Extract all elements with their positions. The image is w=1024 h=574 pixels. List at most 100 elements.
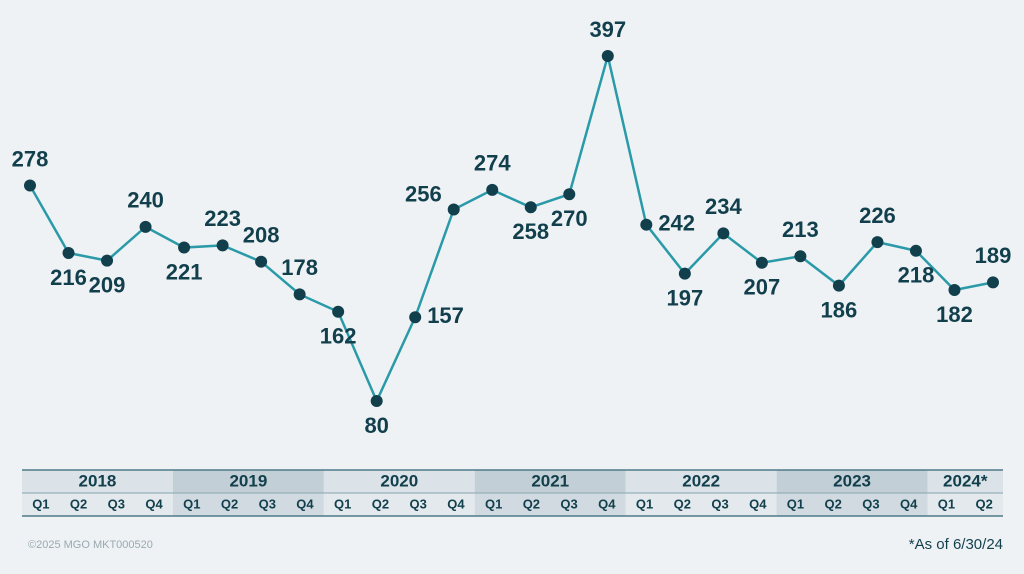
point (139, 220, 152, 233)
data-label: 242 (658, 211, 695, 236)
point (216, 239, 229, 252)
x-tick-label: Q4 (296, 496, 314, 511)
x-tick-label: Q4 (447, 496, 465, 511)
data-label: 197 (666, 285, 703, 310)
data-label: 216 (50, 265, 87, 290)
point (794, 250, 807, 263)
x-tick-label: Q3 (410, 496, 427, 511)
data-label: 213 (782, 217, 819, 242)
year-band (323, 470, 475, 493)
quarter-band (22, 493, 173, 516)
data-label: 223 (204, 206, 241, 231)
point (332, 305, 345, 318)
year-band (22, 470, 173, 493)
point (987, 276, 999, 289)
quarter-band (474, 493, 626, 516)
data-label: 218 (898, 263, 935, 288)
x-tick-label: Q4 (749, 496, 767, 511)
x-tick-label: Q3 (862, 496, 879, 511)
point (178, 241, 191, 254)
data-label: 157 (427, 303, 464, 328)
point (909, 244, 922, 257)
x-tick-label: Q2 (70, 496, 87, 511)
point (524, 201, 537, 214)
data-label: 207 (744, 275, 781, 300)
year-band (625, 470, 777, 493)
point (447, 203, 460, 216)
data-label: 162 (320, 324, 357, 349)
year-band (776, 470, 928, 493)
line (28, 55, 994, 405)
data-label: 208 (243, 223, 280, 248)
data-label: 221 (166, 259, 203, 284)
point (409, 311, 422, 324)
point (755, 256, 768, 269)
point (486, 183, 499, 196)
year-label: 2018 (79, 471, 117, 490)
quarter-band (323, 493, 475, 516)
point (717, 227, 730, 240)
data-label: 234 (705, 194, 742, 219)
x-tick-label: Q1 (32, 496, 49, 511)
x-tick-label: Q4 (145, 496, 163, 511)
data-label: 274 (474, 151, 511, 176)
data-label: 256 (405, 181, 442, 206)
data-label: 226 (859, 203, 896, 228)
data-label: 186 (821, 297, 858, 322)
data-label: 182 (936, 302, 973, 327)
x-tick-label: Q2 (975, 496, 992, 511)
point (832, 279, 845, 292)
year-band (172, 470, 324, 493)
point (101, 254, 114, 267)
quarter-band (927, 493, 1003, 516)
x-tick-label: Q1 (787, 496, 804, 511)
year-label: 2019 (229, 471, 267, 490)
year-label: 2021 (531, 471, 569, 490)
x-tick-label: Q2 (523, 496, 540, 511)
footnote: *As of 6/30/24 (909, 536, 1003, 553)
point (948, 283, 961, 296)
x-tick-label: Q3 (560, 496, 577, 511)
year-band (927, 470, 1003, 493)
x-tick-label: Q2 (372, 496, 389, 511)
x-tick-label: Q1 (485, 496, 502, 511)
point (563, 188, 576, 201)
point (370, 395, 383, 407)
x-tick-label: Q2 (674, 496, 691, 511)
copyright: ©2025 MGO MKT000520 (28, 539, 153, 551)
x-tick-label: Q3 (259, 496, 276, 511)
point (640, 218, 653, 231)
x-tick-label: Q3 (108, 496, 125, 511)
point (678, 267, 691, 280)
year-label: 2020 (380, 471, 418, 490)
year-band (474, 470, 626, 493)
point (255, 255, 268, 268)
data-label: 258 (512, 219, 549, 244)
data-label: 178 (281, 255, 318, 280)
x-tick-label: Q1 (636, 496, 653, 511)
data-label: 189 (975, 243, 1012, 268)
point (871, 236, 884, 249)
data-label: 270 (551, 206, 588, 231)
data-label: 278 (12, 146, 49, 171)
data-label: 397 (589, 17, 626, 42)
x-tick-label: Q2 (825, 496, 842, 511)
point (24, 179, 36, 192)
x-tick-label: Q1 (334, 496, 351, 511)
quarter-band (172, 493, 324, 516)
year-label: 2024* (943, 471, 988, 490)
year-label: 2023 (833, 471, 871, 490)
quarter-band (776, 493, 928, 516)
point (601, 50, 614, 62)
data-label: 240 (127, 188, 164, 213)
year-label: 2022 (682, 471, 720, 490)
x-tick-label: Q3 (711, 496, 728, 511)
x-tick-label: Q1 (938, 496, 955, 511)
quarter-band (625, 493, 777, 516)
data-label: 209 (89, 272, 126, 297)
x-tick-label: Q2 (221, 496, 238, 511)
x-tick-label: Q4 (900, 496, 918, 511)
x-tick-label: Q1 (183, 496, 200, 511)
data-label: 80 (364, 413, 388, 438)
